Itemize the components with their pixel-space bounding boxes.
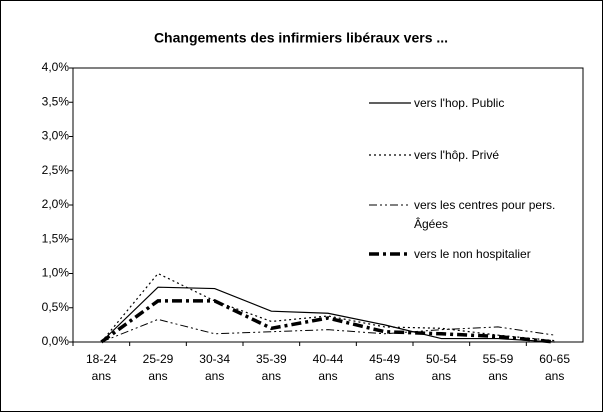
series-line	[100, 286, 555, 343]
x-tick-label: 18-24 ans	[85, 352, 117, 383]
x-tick-label: 30-34 ans	[199, 352, 230, 383]
x-tick-label: 35-39 ans	[255, 352, 287, 383]
x-tick-label: 45-49 ans	[369, 352, 400, 383]
y-tick-label: 2,0%	[42, 197, 70, 211]
x-tick-label: 55-59 ans	[482, 352, 514, 383]
y-tick-label: 2,5%	[42, 163, 70, 177]
y-tick-label: 0,5%	[42, 300, 70, 314]
x-tick-label: 40-44 ans	[312, 352, 344, 383]
y-tick-label: 4,0%	[42, 60, 70, 74]
series-line	[101, 318, 555, 343]
x-tick-label: 25-29 ans	[142, 352, 174, 383]
legend-label: vers le non hospitalier	[414, 247, 531, 261]
series-line	[100, 299, 555, 344]
x-tick-label: 50-54 ans	[425, 352, 457, 383]
y-tick-label: 3,5%	[42, 94, 70, 108]
legend-label: vers l'hôp. Privé	[414, 148, 499, 162]
y-tick-label: 1,5%	[42, 231, 70, 245]
series-line	[100, 272, 555, 343]
y-tick-label: 1,0%	[42, 266, 70, 280]
legend-label: vers l'hop. Public	[414, 96, 505, 110]
legend-label: vers les centres pour pers. Âgées	[414, 198, 556, 231]
chart-title: Changements des infirmiers libéraux vers…	[154, 30, 448, 46]
x-tick-label: 60-65 ans	[539, 352, 570, 383]
y-tick-label: 0,0%	[42, 334, 70, 348]
y-tick-label: 3,0%	[42, 129, 70, 143]
